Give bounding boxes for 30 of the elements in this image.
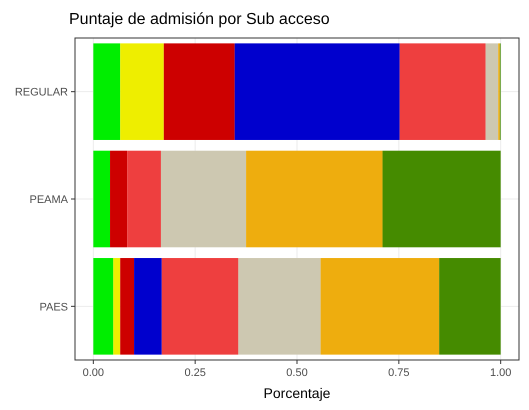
bar: [93, 43, 120, 140]
bar: [162, 258, 238, 355]
x-tick-label: 0.25: [184, 367, 206, 379]
bar: [439, 258, 501, 355]
x-tick-label: 1.00: [490, 367, 512, 379]
bar: [127, 150, 161, 248]
y-tick-label: REGULAR: [14, 86, 68, 99]
x-tick-label: 0.75: [388, 367, 410, 379]
bar: [110, 150, 128, 248]
bar: [134, 258, 162, 355]
y-tick-label: PAES: [39, 301, 68, 314]
bar: [93, 258, 114, 355]
bar: [382, 150, 501, 248]
bar: [164, 43, 235, 140]
bar: [486, 43, 498, 140]
x-tick-label: 0.50: [286, 367, 308, 379]
bar: [93, 150, 110, 248]
x-axis-title: Porcentaje: [264, 385, 331, 401]
x-tick-label: 0.00: [82, 367, 104, 379]
bar: [238, 258, 321, 355]
chart-title: Puntaje de admisión por Sub acceso: [69, 11, 330, 28]
bar: [113, 258, 120, 355]
bar: [120, 43, 164, 140]
bar: [320, 258, 440, 355]
bar: [160, 150, 246, 248]
bar: [234, 43, 400, 140]
bar: [120, 258, 134, 355]
bar: [246, 150, 383, 248]
y-tick-label: PEAMA: [29, 194, 69, 206]
bar: [400, 43, 486, 140]
